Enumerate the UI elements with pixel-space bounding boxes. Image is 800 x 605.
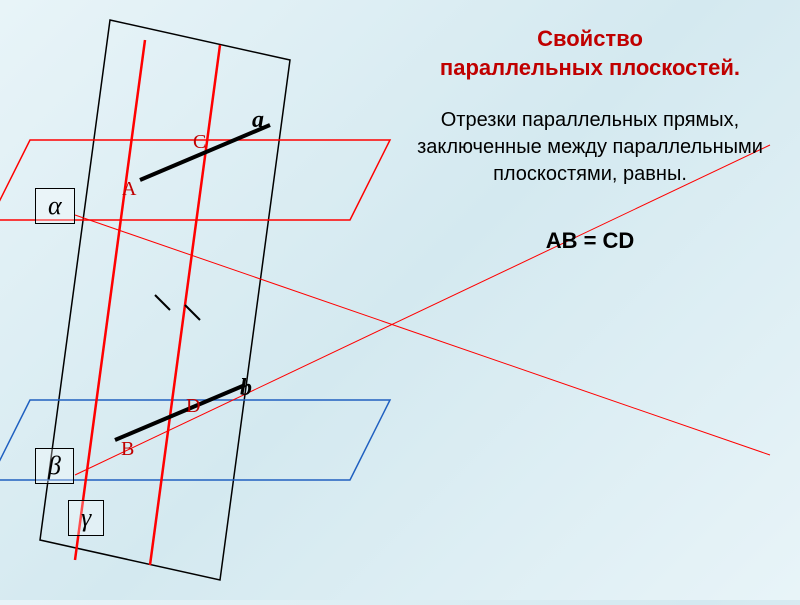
text-panel: Свойство параллельных плоскостей. Отрезк… bbox=[400, 25, 780, 254]
tick-mark-2 bbox=[185, 305, 200, 320]
tick-mark-1 bbox=[155, 295, 170, 310]
title: Свойство параллельных плоскостей. bbox=[400, 25, 780, 82]
description: Отрезки параллельных прямых, заключенные… bbox=[400, 107, 780, 188]
plane-label-beta: β bbox=[35, 448, 74, 484]
plane-label-alpha: α bbox=[35, 188, 75, 224]
title-line-2: параллельных плоскостей. bbox=[440, 55, 740, 80]
plane-label-gamma: γ bbox=[68, 500, 104, 536]
point-label-d: D bbox=[186, 395, 200, 418]
equation: AB = CD bbox=[400, 228, 780, 254]
gamma-plane bbox=[40, 20, 290, 580]
title-line-1: Свойство bbox=[537, 26, 643, 51]
line-label-b: b bbox=[240, 375, 252, 402]
point-label-c: C bbox=[193, 131, 206, 154]
point-label-b: B bbox=[121, 438, 134, 461]
line-label-a: a bbox=[252, 107, 264, 134]
point-label-a: A bbox=[122, 178, 136, 201]
segment-b bbox=[115, 385, 245, 440]
vertical-line-1 bbox=[75, 40, 145, 560]
